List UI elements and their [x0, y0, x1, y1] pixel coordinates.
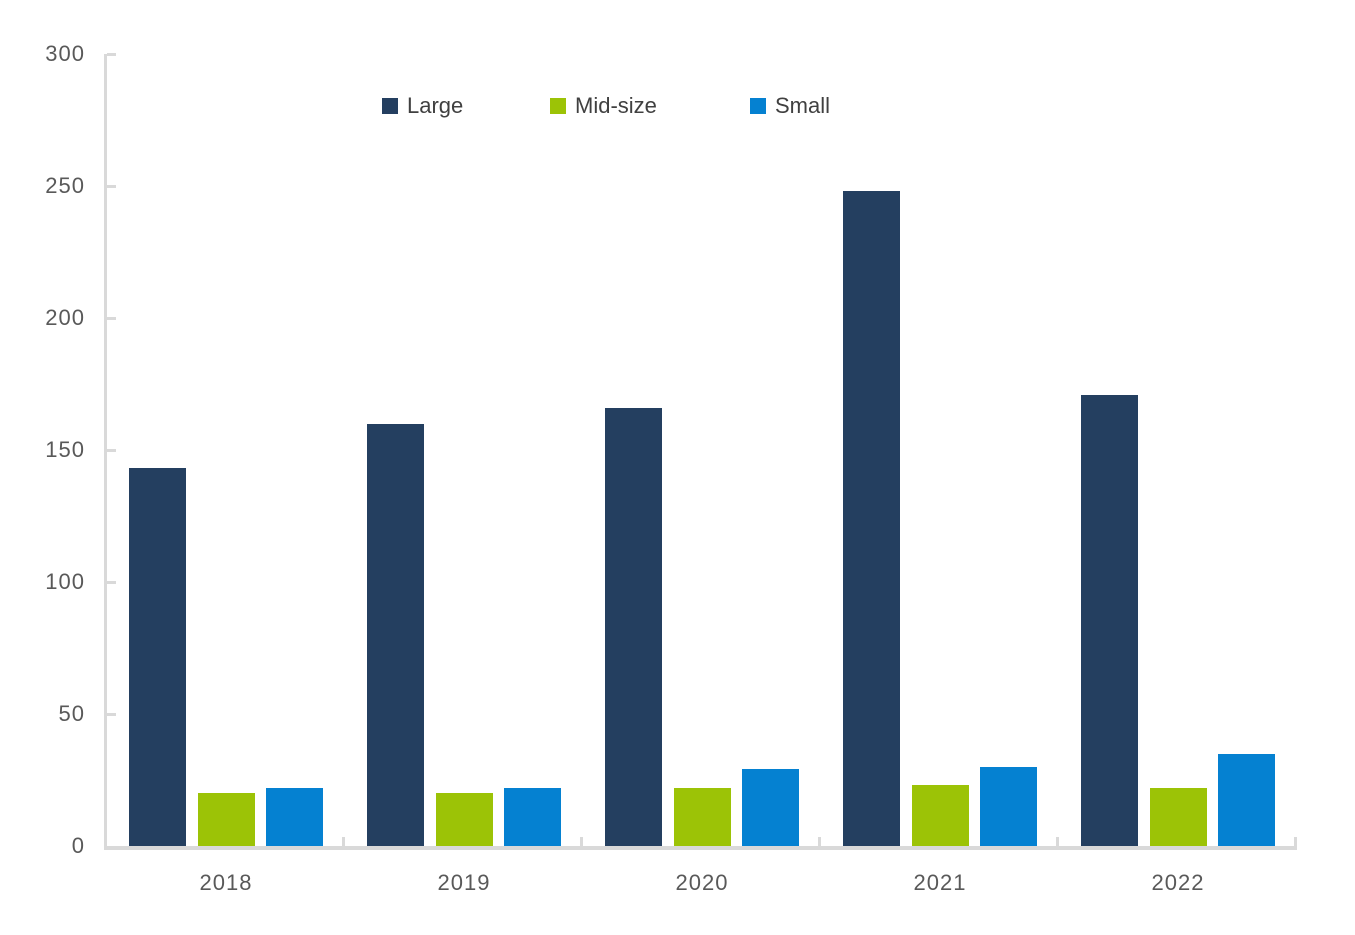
y-axis-tick: [107, 184, 116, 188]
bar-mid-size-2020: [673, 787, 731, 846]
x-axis-category-label: 2018: [199, 870, 253, 895]
x-axis-tick: [342, 837, 345, 846]
bar-small-2021: [980, 766, 1037, 846]
legend-item-small: Small: [750, 94, 830, 118]
y-axis-tick: [107, 580, 116, 584]
legend-item-large: Large: [382, 94, 463, 118]
bar-mid-size-2022: [1149, 787, 1207, 846]
y-axis-tick: [107, 448, 116, 452]
x-axis-tick: [580, 837, 583, 846]
legend-label-mid-size: Mid-size: [575, 93, 657, 118]
legend-label-small: Small: [775, 93, 831, 118]
bar-large-2019: [367, 423, 424, 846]
y-axis-tick-label: 250: [45, 173, 85, 198]
bar-mid-size-2018: [197, 793, 255, 846]
x-axis-tick: [1056, 837, 1059, 846]
bar-small-2020: [742, 769, 799, 846]
y-axis-tick-label: 150: [45, 437, 85, 462]
x-axis-tick: [1294, 837, 1297, 846]
bar-mid-size-2021: [911, 785, 969, 846]
y-axis-tick-label: 100: [45, 569, 85, 594]
x-axis-category-label: 2022: [1151, 870, 1205, 895]
y-axis-tick-label: 300: [45, 41, 85, 66]
bar-large-2020: [605, 407, 662, 846]
legend-label-large: Large: [407, 93, 464, 118]
y-axis-tick: [107, 316, 116, 320]
bar-small-2019: [504, 787, 561, 846]
bar-mid-size-2019: [435, 793, 493, 846]
legend-swatch-small-icon: [750, 98, 766, 114]
legend-swatch-mid-size-icon: [550, 98, 566, 114]
y-axis-tick-label: 0: [71, 833, 85, 858]
y-axis-tick: [107, 52, 116, 56]
legend-swatch-large-icon: [382, 98, 398, 114]
x-axis-category-label: 2021: [913, 870, 967, 895]
y-axis-tick-label: 200: [45, 305, 85, 330]
bar-large-2022: [1081, 394, 1138, 846]
y-axis-tick-label: 50: [58, 701, 85, 726]
y-axis-line: [104, 54, 107, 850]
bar-large-2021: [843, 191, 900, 846]
legend-item-mid-size: Mid-size: [550, 94, 657, 118]
x-axis-category-label: 2020: [675, 870, 729, 895]
bar-small-2022: [1218, 753, 1275, 846]
x-axis-line: [104, 846, 1297, 850]
bar-large-2018: [129, 468, 186, 846]
x-axis-category-label: 2019: [437, 870, 491, 895]
x-axis-tick: [818, 837, 821, 846]
bar-small-2018: [266, 787, 323, 846]
y-axis-tick: [107, 712, 116, 716]
